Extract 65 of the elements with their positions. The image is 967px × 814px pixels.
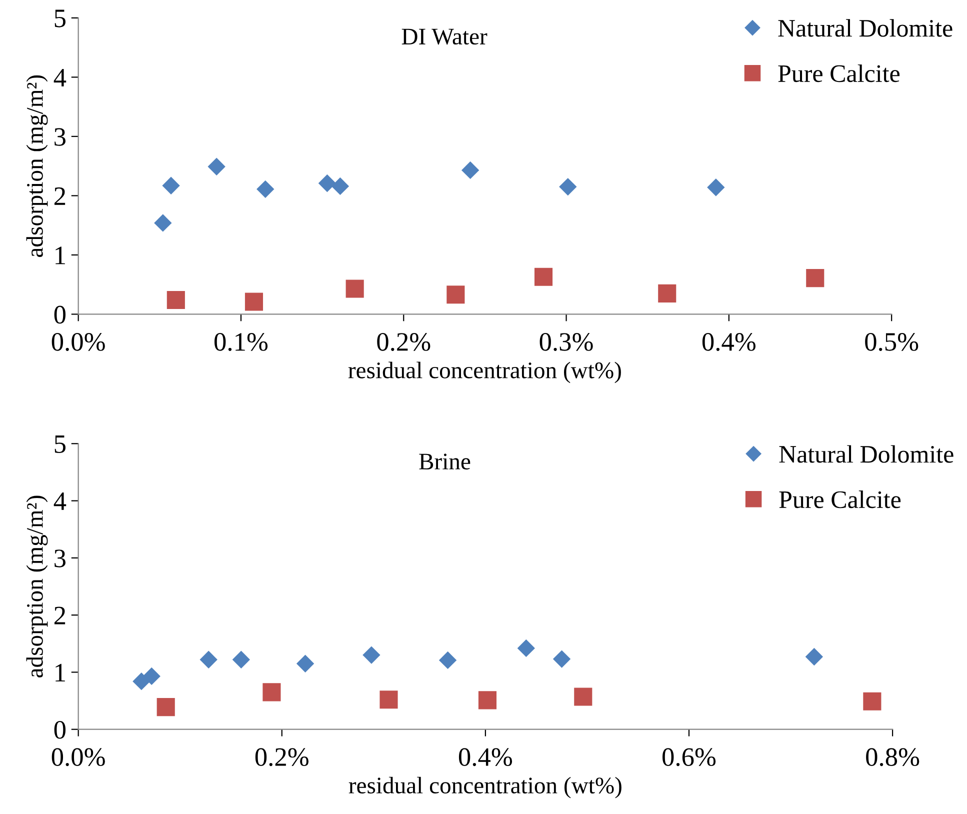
point bbox=[154, 214, 172, 232]
point bbox=[461, 161, 480, 180]
point bbox=[296, 654, 314, 672]
point bbox=[707, 178, 725, 196]
y-tick-label: 1 bbox=[56, 246, 65, 264]
point bbox=[331, 177, 350, 196]
y-axis-title: adsorption (mg/m²) bbox=[26, 496, 48, 678]
point bbox=[806, 269, 824, 288]
y-tick-label: 0 bbox=[54, 720, 66, 739]
y-tick-label: 4 bbox=[54, 492, 66, 510]
x-tick-label: 0.8% bbox=[866, 748, 920, 766]
legend-label: Natural Dolomite bbox=[779, 445, 954, 463]
y-tick-label: 0 bbox=[54, 306, 66, 324]
legend-label: Pure Calcite bbox=[778, 64, 900, 82]
point bbox=[256, 180, 274, 198]
y-tick-label: 3 bbox=[54, 550, 66, 568]
point bbox=[208, 158, 226, 176]
point bbox=[166, 290, 185, 310]
point bbox=[438, 651, 457, 670]
point bbox=[200, 650, 218, 668]
point bbox=[574, 688, 592, 706]
point bbox=[478, 691, 496, 710]
point bbox=[132, 672, 150, 690]
point bbox=[517, 639, 535, 658]
point bbox=[534, 268, 553, 286]
point bbox=[863, 692, 882, 710]
x-tick-label: 0.0% bbox=[52, 748, 105, 766]
y-tick-label: 2 bbox=[54, 606, 66, 624]
y-tick-label: 4 bbox=[54, 68, 66, 86]
y-axis-title: adsorption (mg/m²) bbox=[26, 75, 48, 257]
point bbox=[142, 667, 160, 686]
chart-title: Brine bbox=[419, 454, 470, 470]
x-tick-label: 0.1% bbox=[214, 333, 268, 351]
y-tick-label: 5 bbox=[54, 10, 66, 28]
x-tick-label: 0.5% bbox=[865, 333, 918, 351]
point bbox=[232, 650, 250, 668]
x-tick-label: 0.0% bbox=[52, 333, 105, 351]
chart-title: DI Water bbox=[402, 28, 488, 45]
legend-label: Pure Calcite bbox=[779, 490, 901, 508]
x-tick-label: 0.6% bbox=[662, 748, 716, 766]
point bbox=[380, 690, 398, 709]
point bbox=[318, 174, 336, 192]
point bbox=[346, 280, 364, 298]
point bbox=[244, 292, 264, 311]
point bbox=[156, 698, 175, 716]
point bbox=[805, 648, 824, 666]
point bbox=[446, 286, 465, 304]
x-tick-label: 0.2% bbox=[377, 333, 430, 351]
point bbox=[362, 646, 380, 664]
point bbox=[162, 176, 180, 194]
point bbox=[559, 178, 577, 196]
y-tick-label: 3 bbox=[54, 128, 66, 146]
point bbox=[658, 284, 676, 302]
legend-label: Natural Dolomite bbox=[778, 19, 952, 37]
y-tick-label: 2 bbox=[54, 187, 66, 205]
x-tick-label: 0.4% bbox=[702, 333, 756, 351]
x-axis-title: residual concentration (wt%) bbox=[348, 776, 622, 798]
x-tick-label: 0.3% bbox=[540, 333, 593, 351]
x-axis-title: residual concentration (wt%) bbox=[348, 362, 621, 384]
y-tick-label: 5 bbox=[54, 436, 66, 454]
point bbox=[552, 650, 571, 668]
x-tick-label: 0.2% bbox=[255, 748, 308, 766]
y-tick-label: 1 bbox=[56, 664, 65, 682]
x-tick-label: 0.4% bbox=[458, 748, 512, 766]
point bbox=[262, 683, 281, 702]
